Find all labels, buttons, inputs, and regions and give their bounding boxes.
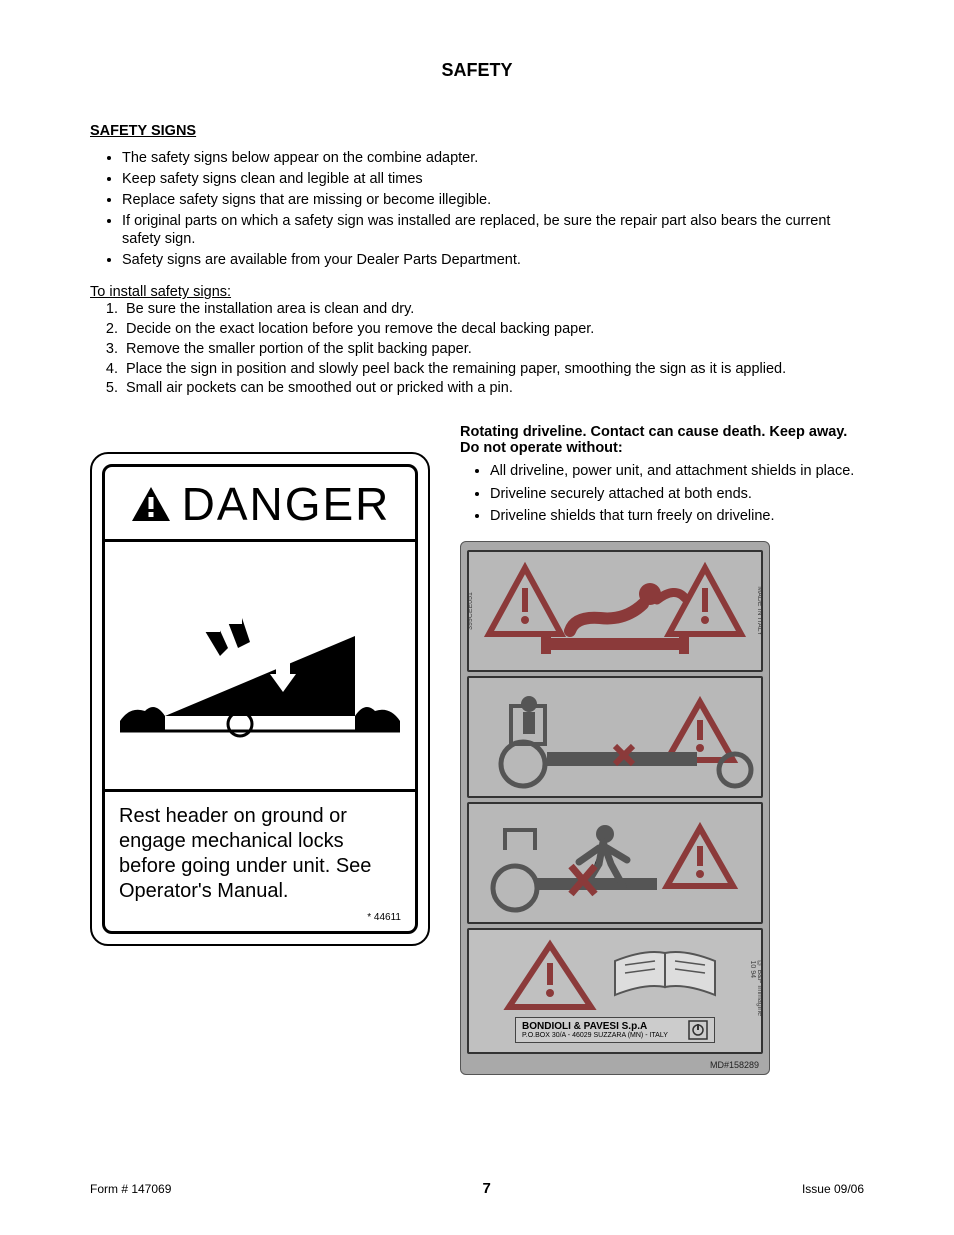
- danger-pictogram-header-crush: [105, 542, 415, 792]
- driveline-gray-label: 399CEE051 MADE IN ITALY: [460, 541, 770, 1075]
- page-title: SAFETY: [90, 60, 864, 81]
- intro-bullet: The safety signs below appear on the com…: [122, 149, 864, 168]
- intro-bullet-list: The safety signs below appear on the com…: [90, 149, 864, 270]
- install-step: Place the sign in position and slowly pe…: [122, 360, 864, 379]
- label-side-copyright: © B&P Immagine 10 94: [749, 960, 763, 1021]
- install-step: Remove the smaller portion of the split …: [122, 340, 864, 359]
- label-side-code: 399CEE051: [467, 592, 474, 630]
- install-step: Decide on the exact location before you …: [122, 320, 864, 339]
- install-step: Small air pockets can be smoothed out or…: [122, 379, 864, 398]
- danger-body-text: Rest header on ground or engage mechanic…: [119, 805, 371, 902]
- footer-form-number: Form # 147069: [90, 1182, 171, 1196]
- manufacturer-logo-icon: [688, 1020, 708, 1040]
- intro-bullet: Safety signs are available from your Dea…: [122, 251, 864, 270]
- install-heading: To install safety signs:: [90, 284, 864, 300]
- label-side-made-in: MADE IN ITALY: [756, 586, 763, 636]
- driveline-bullet: Driveline securely attached at both ends…: [490, 485, 864, 505]
- hazard-panel-tractor-driveline: [467, 676, 763, 798]
- install-steps-list: Be sure the installation area is clean a…: [90, 300, 864, 398]
- hazard-panel-person-driveline: [467, 802, 763, 924]
- footer-issue-date: Issue 09/06: [802, 1182, 864, 1196]
- label-md-number: MD#158289: [467, 1058, 763, 1070]
- danger-word: DANGER: [182, 477, 391, 531]
- section-heading-safety-signs: SAFETY SIGNS: [90, 123, 864, 139]
- driveline-warning-heading: Rotating driveline. Contact can cause de…: [460, 424, 864, 456]
- intro-bullet: Replace safety signs that are missing or…: [122, 191, 864, 210]
- manufacturer-name: BONDIOLI & PAVESI S.p.A: [522, 1021, 668, 1032]
- warning-triangle-icon: [130, 485, 172, 523]
- hazard-panel-entanglement: 399CEE051 MADE IN ITALY: [467, 550, 763, 672]
- manufacturer-address: P.O.BOX 30/A - 46029 SUZZARA (MN) - ITAL…: [522, 1032, 668, 1040]
- danger-sign-decal: DANGER: [90, 452, 430, 946]
- footer-page-number: 7: [483, 1180, 491, 1197]
- intro-bullet: If original parts on which a safety sign…: [122, 212, 864, 250]
- install-step: Be sure the installation area is clean a…: [122, 300, 864, 319]
- danger-part-number: * 44611: [119, 912, 401, 925]
- intro-bullet: Keep safety signs clean and legible at a…: [122, 170, 864, 189]
- driveline-bullet: Driveline shields that turn freely on dr…: [490, 507, 864, 527]
- hazard-panel-read-manual: © B&P Immagine 10 94: [467, 928, 763, 1054]
- driveline-bullet-list: All driveline, power unit, and attachmen…: [460, 462, 864, 527]
- driveline-bullet: All driveline, power unit, and attachmen…: [490, 462, 864, 482]
